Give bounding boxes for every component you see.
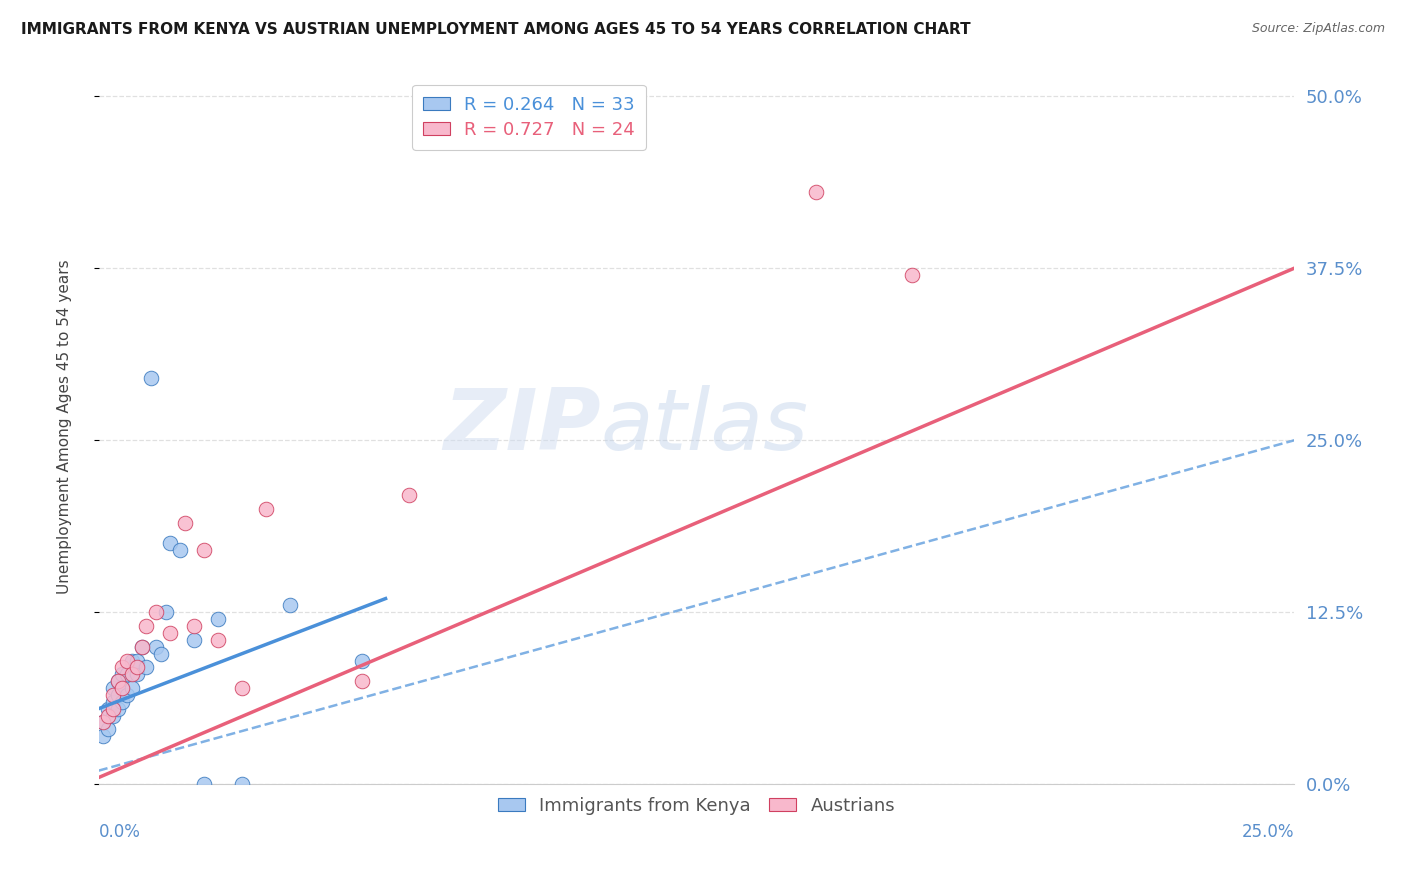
Point: [155, 605, 177, 619]
Point: [135, 660, 157, 674]
Text: atlas: atlas: [600, 385, 808, 468]
Point: [350, 674, 373, 689]
Point: [193, 777, 215, 791]
Point: [93, 715, 115, 730]
Point: [97, 708, 120, 723]
Point: [121, 653, 143, 667]
Point: [101, 702, 124, 716]
Point: [107, 674, 129, 689]
Point: [111, 667, 134, 681]
Point: [207, 632, 229, 647]
Point: [900, 268, 922, 282]
Point: [231, 777, 253, 791]
Point: [183, 632, 205, 647]
Point: [111, 681, 134, 695]
Point: [131, 640, 153, 654]
Point: [804, 186, 827, 200]
Point: [125, 660, 148, 674]
Text: IMMIGRANTS FROM KENYA VS AUSTRIAN UNEMPLOYMENT AMONG AGES 45 TO 54 YEARS CORRELA: IMMIGRANTS FROM KENYA VS AUSTRIAN UNEMPL…: [21, 22, 970, 37]
Point: [193, 543, 215, 558]
Point: [173, 516, 195, 530]
Point: [101, 688, 124, 702]
Point: [141, 371, 163, 385]
Point: [93, 729, 115, 743]
Point: [278, 599, 301, 613]
Point: [111, 695, 134, 709]
Point: [121, 667, 143, 681]
Point: [97, 723, 120, 737]
Point: [101, 695, 124, 709]
Point: [125, 667, 148, 681]
Point: [131, 640, 153, 654]
Point: [117, 688, 139, 702]
Point: [135, 619, 157, 633]
Text: Source: ZipAtlas.com: Source: ZipAtlas.com: [1251, 22, 1385, 36]
Text: 0.0%: 0.0%: [98, 823, 141, 841]
Point: [111, 660, 134, 674]
Point: [101, 708, 124, 723]
Point: [183, 619, 205, 633]
Point: [149, 647, 172, 661]
Legend: Immigrants from Kenya, Austrians: Immigrants from Kenya, Austrians: [486, 786, 905, 825]
Point: [169, 543, 191, 558]
Text: ZIP: ZIP: [443, 385, 600, 468]
Point: [145, 605, 167, 619]
Point: [254, 502, 277, 516]
Point: [117, 653, 139, 667]
Point: [125, 653, 148, 667]
Point: [107, 674, 129, 689]
Point: [145, 640, 167, 654]
Point: [207, 612, 229, 626]
Point: [231, 681, 253, 695]
Point: [101, 681, 124, 695]
Point: [107, 688, 129, 702]
Y-axis label: Unemployment Among Ages 45 to 54 years: Unemployment Among Ages 45 to 54 years: [58, 260, 72, 594]
Point: [93, 715, 115, 730]
Point: [398, 488, 420, 502]
Point: [350, 653, 373, 667]
Point: [107, 702, 129, 716]
Point: [121, 681, 143, 695]
Point: [117, 667, 139, 681]
Text: 25.0%: 25.0%: [1241, 823, 1295, 841]
Point: [159, 626, 181, 640]
Point: [97, 702, 120, 716]
Point: [159, 536, 181, 550]
Point: [111, 681, 134, 695]
